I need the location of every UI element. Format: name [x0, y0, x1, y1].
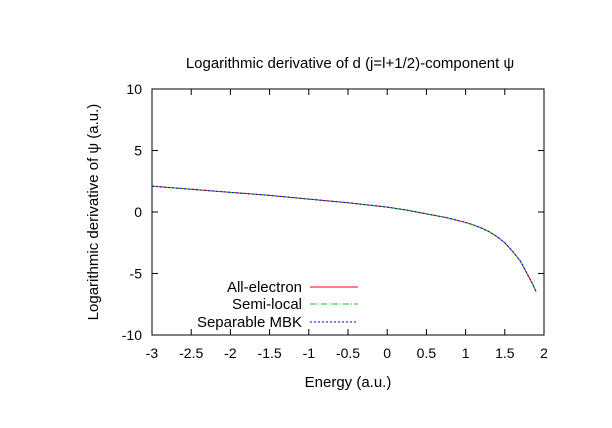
x-tick-label: 2 — [540, 345, 548, 361]
x-tick-label: -2 — [224, 345, 237, 361]
x-tick-label: -3 — [146, 345, 159, 361]
series-line-3 — [151, 185, 537, 293]
y-tick-label: -5 — [130, 266, 143, 282]
x-axis-title: Energy (a.u.) — [305, 374, 392, 391]
x-tick-label: 1.5 — [495, 345, 515, 361]
y-tick-label: -10 — [122, 327, 142, 343]
y-axis: -10 -5 0 5 10 — [122, 81, 544, 343]
x-tick-label: 0 — [383, 345, 391, 361]
y-tick-label: 5 — [134, 143, 142, 159]
x-tick-label: -1.5 — [258, 345, 282, 361]
y-axis-title: Logarithmic derivative of ψ (a.u.) — [85, 104, 102, 321]
x-tick-label: -0.5 — [336, 345, 360, 361]
y-tick-label: 0 — [134, 204, 142, 220]
x-tick-label: 0.5 — [417, 345, 437, 361]
x-tick-label: -1 — [303, 345, 316, 361]
legend-label: Semi-local — [232, 296, 302, 313]
x-tick-label: -2.5 — [179, 345, 203, 361]
legend-label: All-electron — [227, 279, 302, 296]
series-lines — [151, 185, 537, 293]
legend-label: Separable MBK — [197, 314, 302, 331]
y-tick-label: 10 — [126, 81, 142, 97]
x-axis: -3 -2.5 -2 -1.5 -1 -0.5 0 0.5 1 1.5 2 — [146, 89, 548, 361]
chart-title: Logarithmic derivative of d (j=l+1/2)-co… — [186, 55, 514, 72]
x-tick-label: 1 — [462, 345, 470, 361]
